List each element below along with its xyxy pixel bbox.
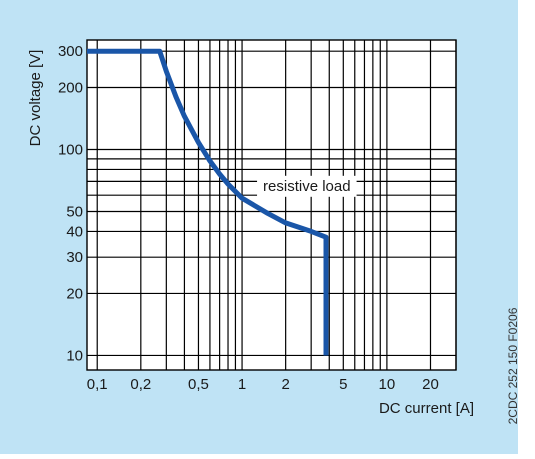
y-tick-label: 10: [66, 347, 83, 364]
y-tick-label: 300: [58, 43, 83, 60]
y-tick-labels: 10 20 30 40 50 100 200 300: [58, 43, 83, 364]
y-tick-label: 100: [58, 141, 83, 158]
annotation-text: resistive load: [263, 178, 351, 195]
annotation-background: [257, 175, 357, 197]
x-tick-label: 2: [281, 376, 289, 393]
y-tick-label: 30: [66, 249, 83, 266]
plot-frame: [86, 39, 457, 371]
chart-panel: 0,1 0,2 0,5 1 2 5 10 20 10 20 30 40 50 100 200 300 DC …: [0, 0, 518, 454]
figure-code: 2CDC 252 150 F0206: [506, 307, 520, 424]
y-axis-label: DC voltage [V]: [27, 50, 44, 147]
x-tick-label: 0,1: [87, 376, 108, 393]
curve-layer: [87, 48, 329, 356]
curve-annotation: resistive load: [257, 175, 357, 197]
y-tick-label: 40: [66, 223, 83, 240]
load-limit-curve: [87, 48, 329, 356]
annotation-layer: resistive load: [257, 175, 357, 197]
y-tick-label: 200: [58, 79, 83, 96]
grid: [86, 39, 457, 371]
side-code-strip: 2CDC 252 150 F0206: [500, 0, 535, 454]
x-tick-labels: 0,1 0,2 0,5 1 2 5 10 20: [87, 376, 439, 393]
x-tick-label: 0,5: [188, 376, 209, 393]
plot-area: [87, 40, 456, 370]
x-tick-label: 5: [339, 376, 347, 393]
x-axis-label: DC current [A]: [379, 400, 474, 417]
side-code-svg: 2CDC 252 150 F0206: [506, 307, 520, 424]
x-tick-label: 20: [422, 376, 439, 393]
x-tick-label: 1: [238, 376, 246, 393]
y-tick-label: 50: [66, 203, 83, 220]
chart-svg: 0,1 0,2 0,5 1 2 5 10 20 10 20 30 40 50 100 200 300 DC …: [0, 0, 518, 454]
x-tick-label: 0,2: [130, 376, 151, 393]
y-tick-label: 20: [66, 285, 83, 302]
x-tick-label: 10: [379, 376, 396, 393]
